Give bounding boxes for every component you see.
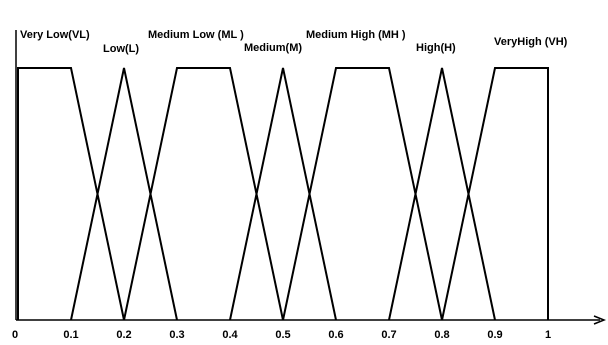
mf-line-very-low-vl [17,67,125,321]
x-tick-label: 0.3 [169,329,184,341]
x-tick-label: 0.2 [116,329,131,341]
series-label-medium-low-ml: Medium Low (ML ) [148,29,244,41]
x-tick-label: 0.1 [63,329,78,341]
mf-line-high-h [388,67,496,321]
series-label-medium-m: Medium(M) [244,42,302,54]
mf-line-medium-m [229,67,337,321]
mf-line-low-l [70,67,178,321]
axes [15,30,607,325]
series-label-medium-high-mh: Medium High (MH ) [306,29,406,41]
x-tick-labels: 0 0.1 0.2 0.3 0.4 0.5 0.6 0.7 0.8 0.9 1 [12,329,551,341]
series-label-very-low-vl: Very Low(VL) [20,29,90,41]
x-tick-label: 0.6 [328,329,343,341]
x-tick-label: 0.7 [381,329,396,341]
series-labels: Very Low(VL)Low(L)Medium Low (ML )Medium… [20,29,568,55]
x-tick-label: 0.5 [275,329,290,341]
x-tick-label: 1 [545,329,551,341]
series-label-high-h: High(H) [416,42,456,54]
x-tick-label: 0.4 [222,329,238,341]
mf-line-medium-high-mh [282,67,443,321]
x-tick-label: 0.8 [434,329,449,341]
x-axis-arrowhead [593,315,607,325]
mf-line-veryhigh-vh [441,67,549,321]
series-label-low-l: Low(L) [103,43,139,55]
x-tick-label: 0.9 [487,329,502,341]
membership-functions [17,67,549,321]
x-tick-label: 0 [12,329,18,341]
mf-line-medium-low-ml [123,67,284,321]
series-label-veryhigh-vh: VeryHigh (VH) [494,36,568,48]
